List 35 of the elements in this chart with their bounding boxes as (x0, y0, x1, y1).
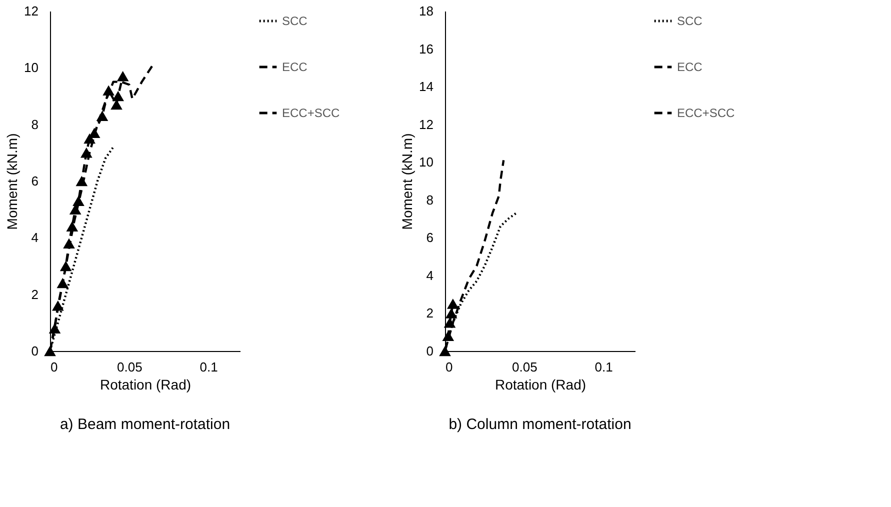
x-tick-label: 0.1 (200, 360, 218, 374)
y-tick-label: 12 (24, 4, 38, 18)
legend-label: SCC (282, 14, 308, 28)
y-tick-label: 12 (419, 116, 434, 132)
y-tick-label: 6 (31, 174, 38, 188)
legend-label: ECC (677, 60, 703, 74)
y-tick-label: 0 (31, 344, 38, 358)
text: b) Column moment-rotation (448, 416, 632, 433)
x-tick-label: 0.05 (117, 360, 142, 374)
x-axis-title: Rotation (Rad) (494, 376, 586, 392)
text: a) Beam moment-rotation (60, 416, 230, 433)
x-tick-label: 0.1 (594, 360, 613, 374)
y-axis-title: Moment (kN.m) (399, 133, 416, 230)
legend-label: SCC (677, 14, 703, 28)
y-tick-label: 14 (419, 79, 434, 94)
y-tick-label: 4 (31, 230, 38, 246)
y-tick-label: 10 (24, 60, 38, 76)
y-axis-title: Moment (kN.m) (4, 133, 20, 230)
legend-label: ECC+SCC (677, 106, 736, 120)
legend-label: ECC (282, 60, 308, 74)
x-tick-label: 0 (50, 360, 58, 374)
legend-label: ECC+SCC (282, 106, 340, 120)
y-tick-label: 16 (419, 41, 434, 56)
x-tick-label: 0.05 (512, 360, 538, 374)
y-tick-label: 10 (419, 154, 434, 170)
y-tick-label: 4 (426, 268, 434, 283)
y-tick-label: 2 (31, 286, 38, 302)
y-tick-label: 2 (426, 306, 434, 321)
x-tick-label: 0 (446, 360, 453, 374)
y-tick-label: 0 (426, 344, 434, 358)
y-tick-label: 18 (419, 4, 434, 18)
y-tick-label: 8 (426, 192, 434, 208)
y-tick-label: 6 (426, 230, 434, 246)
y-tick-label: 8 (31, 116, 38, 132)
x-axis-title: Rotation (Rad) (100, 376, 192, 392)
